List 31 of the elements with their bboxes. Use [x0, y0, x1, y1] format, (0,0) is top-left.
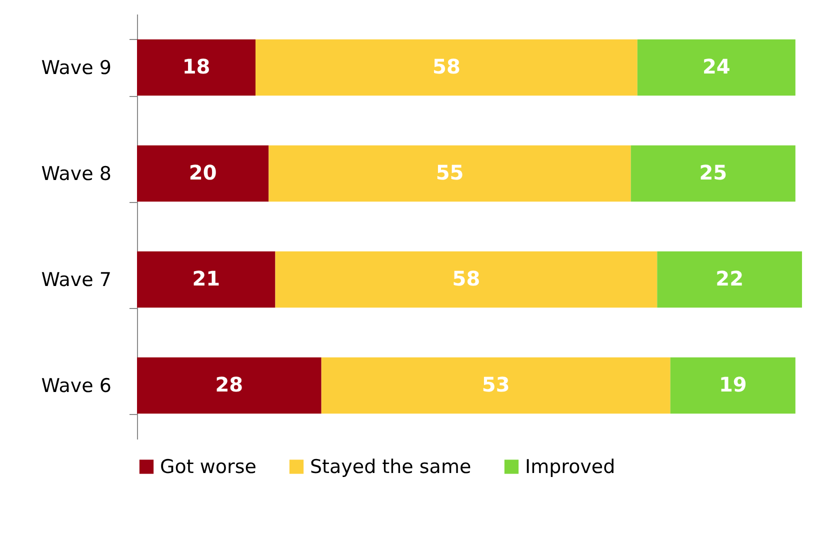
data-label: 28	[215, 372, 244, 396]
legend-label: Got worse	[160, 456, 256, 478]
data-label: 53	[482, 372, 510, 396]
data-label: 21	[192, 266, 220, 290]
y-tick-label: Wave 8	[41, 163, 112, 186]
y-tick-label: Wave 7	[41, 268, 112, 291]
bar	[275, 251, 658, 308]
bar	[657, 251, 802, 308]
data-label: 20	[188, 160, 217, 185]
data-label: 18	[182, 54, 210, 79]
bar	[137, 145, 269, 202]
data-label: 58	[432, 54, 460, 79]
bar	[137, 357, 322, 414]
data-label: 24	[702, 54, 730, 79]
y-tick-label: Wave 9	[41, 57, 112, 80]
data-label: 55	[436, 160, 464, 185]
data-label: 58	[452, 266, 480, 290]
y-tick-label: Wave 6	[41, 374, 112, 397]
bar	[321, 357, 670, 414]
bar	[268, 145, 631, 202]
legend-label: Improved	[525, 456, 616, 478]
legend-label: Stayed the same	[310, 456, 472, 478]
bar	[630, 145, 796, 202]
bar	[670, 357, 796, 414]
bar	[256, 39, 638, 96]
bar	[637, 39, 796, 96]
data-label: 22	[716, 266, 744, 290]
bar	[137, 251, 276, 308]
data-label: 19	[718, 372, 747, 396]
data-label: 25	[699, 160, 728, 185]
bar	[137, 39, 256, 96]
